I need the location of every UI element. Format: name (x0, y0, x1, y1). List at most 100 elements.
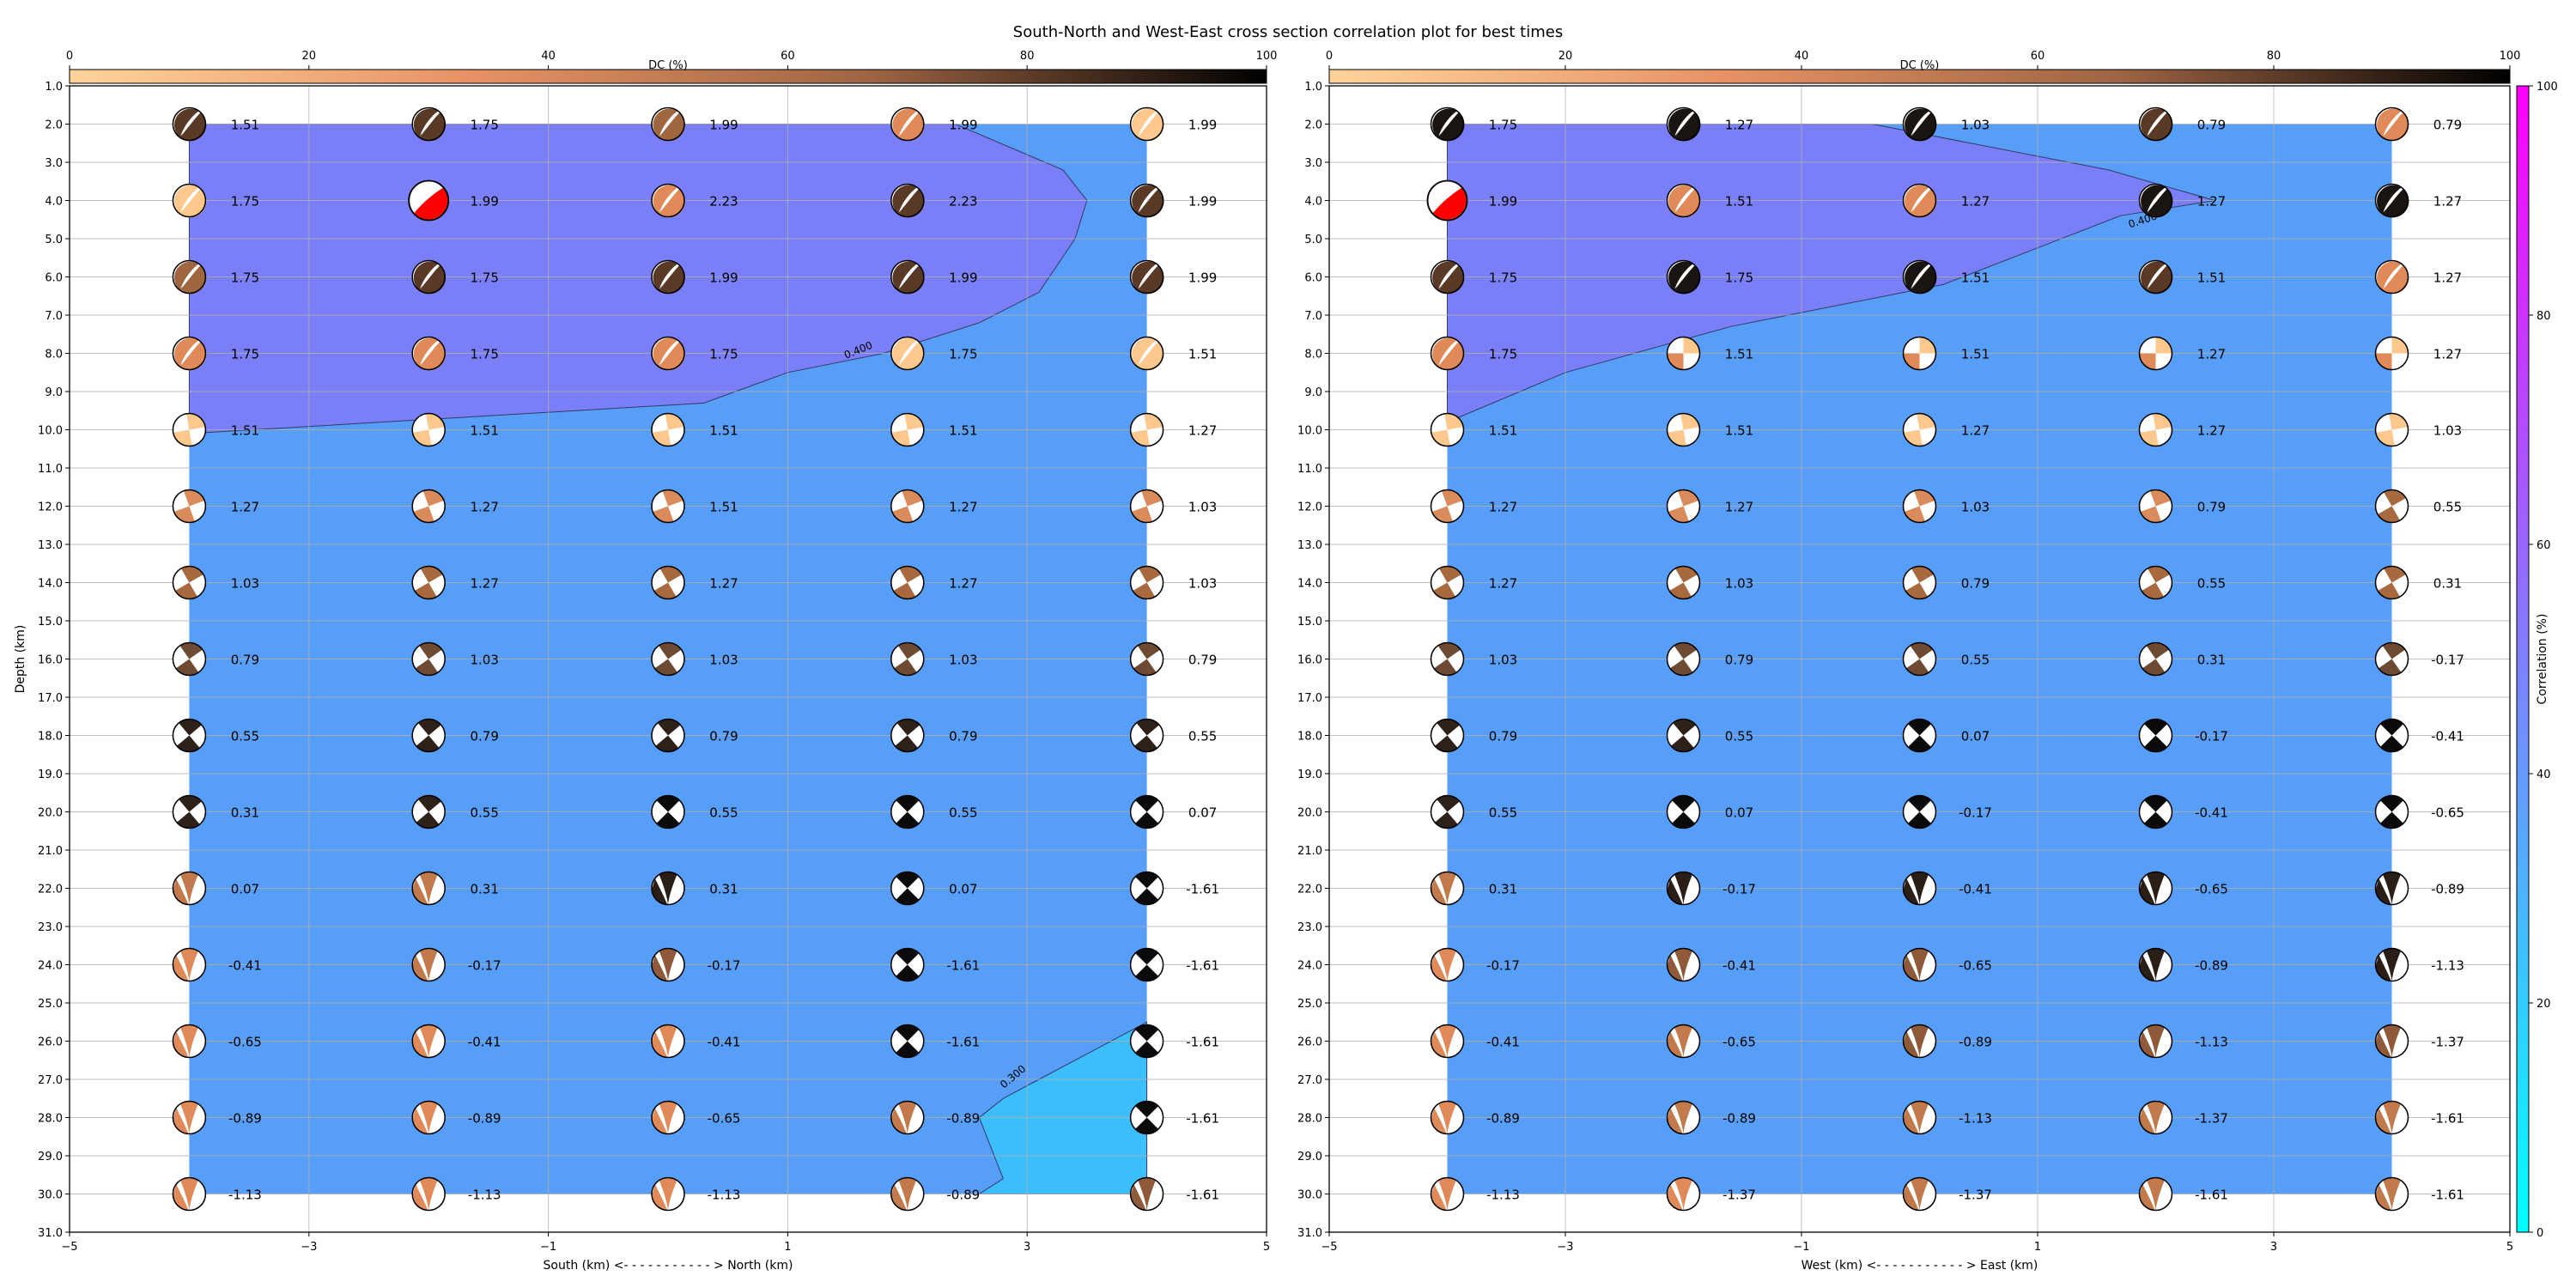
time-label: 1.75 (1489, 347, 1517, 362)
beachball-quadrant (1139, 566, 1162, 583)
beachball-quadrant (652, 429, 671, 447)
beachball-quadrant (897, 264, 925, 295)
dc-colorbar-tick-label: 80 (2267, 50, 2281, 63)
beachball-quadrant (1135, 1117, 1159, 1134)
time-label: 1.75 (231, 270, 259, 286)
beachball-outline (2138, 183, 2173, 218)
time-label: -1.61 (2195, 1188, 2228, 1203)
y-tick-label: 8.0 (1304, 349, 1322, 361)
beachball-outline (890, 1024, 925, 1059)
beachball-quadrant (2139, 878, 2155, 905)
beachball (651, 1176, 685, 1212)
time-label: 1.27 (2197, 194, 2226, 210)
beachball (890, 1176, 925, 1212)
beachball (1666, 1100, 1701, 1135)
beachball (1666, 641, 1701, 677)
beachball-quadrant (2147, 872, 2165, 905)
time-label: 1.27 (1961, 423, 1990, 439)
y-tick-label: 6.0 (45, 272, 63, 285)
beachball-outline (1430, 1176, 1465, 1212)
y-tick-label: 30.0 (38, 1189, 63, 1202)
beachball (411, 106, 447, 142)
beachball-quadrant (1672, 811, 1695, 829)
beachball-quadrant (173, 1031, 189, 1058)
beachball (2138, 871, 2173, 906)
time-label: 1.75 (231, 347, 259, 362)
beachball-outline (411, 871, 446, 906)
beachball-outline (1129, 794, 1164, 829)
x-tick-label: −1 (1793, 1241, 1809, 1254)
beachball-outline (172, 871, 207, 906)
beachball-outline (1902, 947, 1937, 982)
beachball (2138, 1024, 2173, 1059)
beachball (2374, 947, 2409, 982)
beachball (172, 947, 207, 982)
dc-colorbar: 0 20 40 60 80 100 DC (%) (1326, 50, 2520, 84)
x-tick-label: −5 (1321, 1241, 1337, 1254)
beachball-quadrant (179, 872, 198, 905)
y-tick-label: 17.0 (1297, 692, 1322, 705)
beachball-quadrant (2375, 955, 2391, 981)
dc-colorbar-tick-label: 100 (1256, 50, 1278, 63)
beachball-quadrant (659, 566, 683, 583)
beachball (1666, 412, 1701, 447)
y-tick-label: 31.0 (38, 1227, 63, 1240)
beachball-quadrant (1135, 948, 1159, 965)
beachball-outline (172, 718, 207, 753)
beachball (1902, 947, 1937, 982)
beachball-quadrant (1137, 188, 1164, 218)
beachball (2374, 641, 2409, 677)
beachball-outline (651, 106, 685, 142)
time-label: 0.79 (949, 729, 977, 744)
beachball-outline (1666, 794, 1701, 829)
beachball-quadrant (176, 811, 200, 829)
y-tick-label: 23.0 (1297, 921, 1322, 934)
beachball-quadrant (1134, 735, 1157, 752)
beachball-quadrant (412, 878, 428, 905)
beachball (1902, 1024, 1937, 1059)
time-label: -0.89 (2431, 882, 2464, 897)
beachball-quadrant (653, 185, 678, 215)
time-label: -1.61 (946, 958, 980, 974)
beachball-outline (411, 106, 446, 142)
time-label: -1.61 (1186, 958, 1219, 974)
beachball-outline (651, 871, 685, 906)
beachball-outline (1430, 1024, 1465, 1059)
beachball-quadrant (896, 964, 920, 981)
beachball (172, 106, 207, 142)
beachball-quadrant (419, 1177, 438, 1211)
time-label: 1.51 (1961, 347, 1990, 362)
dc-colorbar-tick-label: 0 (1326, 50, 1333, 63)
time-label: 1.03 (1489, 653, 1517, 668)
beachball-outline (1430, 259, 1465, 295)
time-label: 0.31 (2433, 576, 2462, 592)
beachball-outline (2374, 641, 2409, 677)
y-tick-label: 8.0 (45, 349, 63, 361)
beachball-quadrant (179, 188, 207, 218)
beachball (651, 1100, 685, 1135)
beachball (172, 412, 207, 447)
beachball-quadrant (896, 1024, 920, 1042)
beachball-quadrant (2141, 261, 2166, 291)
beachball-quadrant (2378, 506, 2400, 523)
beachball-outline (890, 412, 925, 447)
beachball-quadrant (1135, 795, 1159, 812)
time-label: 1.99 (1188, 194, 1217, 210)
beachball-quadrant (1132, 337, 1157, 368)
time-label: -0.89 (2195, 958, 2228, 974)
beachball-quadrant (2139, 1108, 2155, 1134)
time-label: -1.13 (708, 1188, 741, 1203)
beachball (172, 1100, 207, 1135)
beachball-quadrant (1135, 1024, 1159, 1042)
time-label: 1.51 (1961, 270, 1990, 286)
beachball-quadrant (1668, 185, 1693, 215)
beachball (1129, 1100, 1164, 1135)
beachball (1666, 106, 1701, 142)
beachball-quadrant (419, 872, 438, 905)
beachball-quadrant (1437, 642, 1461, 659)
beachball-quadrant (186, 413, 206, 430)
x-tick-label: 3 (1024, 1241, 1030, 1254)
beachball-quadrant (652, 1031, 668, 1058)
beachball-quadrant (656, 795, 680, 812)
beachball (1430, 489, 1465, 524)
